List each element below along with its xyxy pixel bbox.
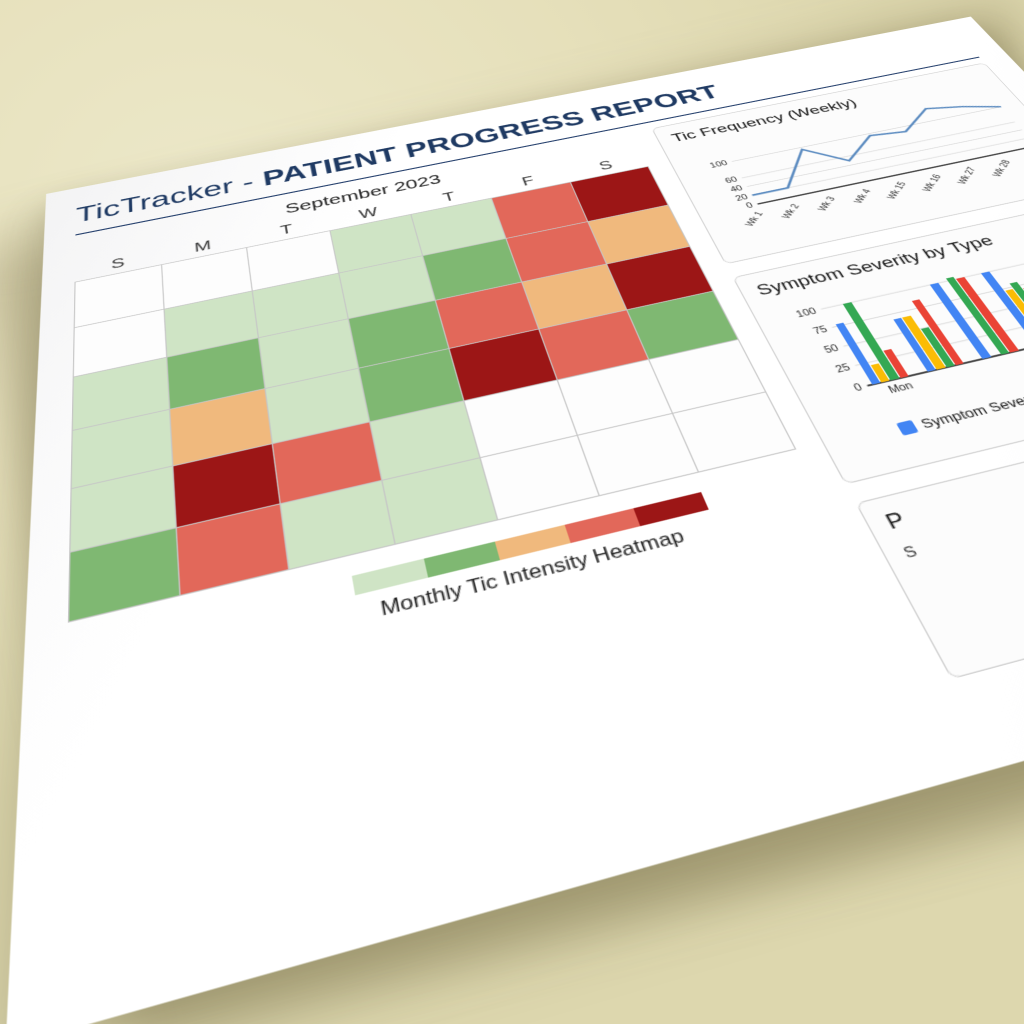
bar-gridline [867,310,1024,385]
x-axis-tick-label: Wk 2 [780,203,803,221]
x-axis-tick-label: Wk 28 [990,159,1013,179]
y-axis-tick-label: 40 [729,185,745,195]
charts-column: Tic Frequency (Weekly) 0 20 40 60 100 Wk 1 Wk … [650,61,1024,680]
bar-rect[interactable] [929,283,991,359]
y-axis-tick-label: 20 [734,193,750,203]
bar-chart-legend: Symptom SeveritySeverityType [895,344,1024,437]
x-axis-line [867,310,1024,385]
heatmap-legend-swatch [633,492,709,527]
line-series-tic-frequency [725,96,1024,196]
y-axis-tick-label: 100 [795,307,819,320]
x-axis-tick-label: Wk 27 [956,166,979,186]
y-axis-tick-label: 0 [852,383,865,395]
report-body: September 2023 S M T W T F S Monthly Tic… [62,61,1024,920]
legend-swatch [896,419,919,436]
bar-gridline [844,275,1024,347]
legend-entry[interactable]: Symptom Severity [895,389,1024,437]
report-sheet: TicTracker - PATIENT PROGRESS REPORT Sep… [5,16,1024,1024]
bar-rect[interactable] [882,348,909,379]
bar-rect[interactable] [981,271,1024,347]
bar-rect[interactable] [843,302,900,381]
bar-rect[interactable] [956,277,1019,353]
title-separator: - [231,168,265,197]
line-gridline [747,130,1022,187]
y-axis-tick-label: 50 [823,344,841,356]
bar-rect[interactable] [870,362,890,383]
bar-rect[interactable] [893,317,936,372]
symptom-severity-card: Symptom Severity by Type 0255075100MonTh… [732,195,1024,485]
bar-rect[interactable] [911,299,965,366]
y-axis-tick-label: 25 [834,363,853,376]
y-axis-tick-label: 60 [724,176,739,185]
bar-rect[interactable] [902,315,946,370]
x-axis-tick-label: Wk 4 [852,187,874,205]
x-axis-tick-label: Wk 15 [885,180,909,200]
y-axis-tick-label: 100 [709,160,730,170]
x-axis-tick-label: Mon [886,381,915,397]
x-axis-tick-label: Wk 16 [920,173,944,193]
bar-rect[interactable] [920,326,955,368]
y-axis-tick-label: 0 [745,202,755,211]
line-gridline [752,138,1024,195]
x-axis-tick-label: Wk 1 [743,210,766,228]
bar-rect[interactable] [945,277,1010,355]
x-axis-tick-label: Wk 3 [816,195,838,212]
bar-rect[interactable] [835,322,881,385]
y-axis-tick-label: 75 [812,325,830,337]
bar-rect[interactable] [1009,281,1024,343]
legend-label: Symptom Severity [917,388,1024,432]
bar-gridline [855,292,1024,365]
bar-rect[interactable] [1004,289,1024,345]
tic-frequency-card: Tic Frequency (Weekly) 0 20 40 60 100 Wk 1 Wk … [651,62,1024,265]
